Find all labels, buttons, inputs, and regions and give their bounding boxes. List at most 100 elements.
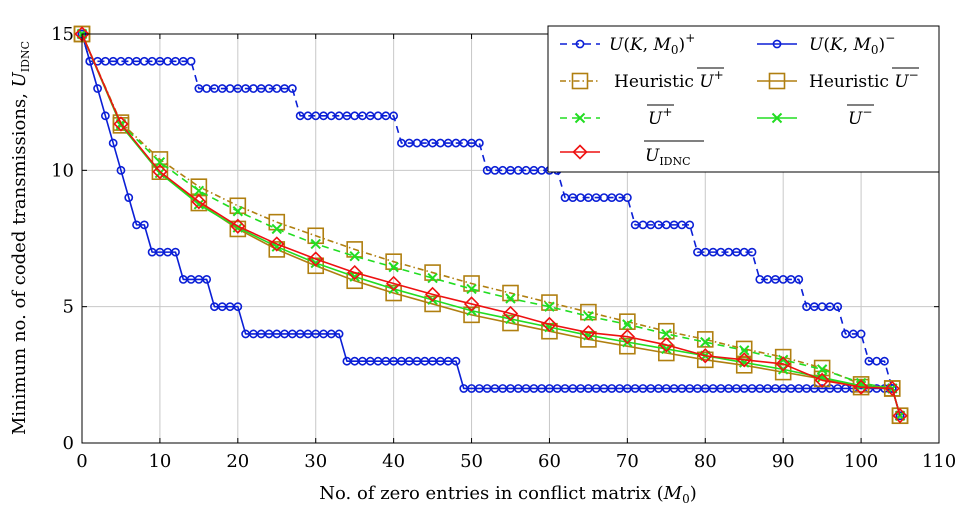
data-point-heur-plus <box>502 284 519 302</box>
x-tick-label: 100 <box>844 451 878 472</box>
y-tick-label: 10 <box>51 160 74 181</box>
data-point-u-idnc <box>502 305 519 322</box>
data-point-u-bar-plus <box>816 364 828 375</box>
data-point-heur-minus <box>696 351 714 369</box>
data-point-heur-minus <box>735 356 753 374</box>
data-point-u-idnc <box>775 356 791 372</box>
x-tick-label: 90 <box>772 451 795 472</box>
y-axis-label-sub: IDNC <box>19 41 32 72</box>
data-point-heur-minus <box>619 337 636 355</box>
x-tick-label: 70 <box>616 451 639 472</box>
data-point-u-minus <box>116 165 126 175</box>
x-tick-label: 80 <box>694 451 717 472</box>
data-point-u-bar-plus <box>505 293 516 304</box>
y-axis-label: Minimum no. of coded transmissions, UIDN… <box>9 41 32 435</box>
x-tick-label: 20 <box>226 451 249 472</box>
data-point-u-minus <box>895 411 905 421</box>
legend-sample-heur-plus <box>560 72 600 90</box>
legend: U(K, M0)+ U(K, M0)− Heuristic U+ Heurist… <box>547 25 940 173</box>
y-tick-label: 15 <box>51 24 74 45</box>
plot-frame <box>81 33 940 444</box>
series-line-heur-plus <box>81 33 901 416</box>
data-point-u-idnc <box>853 379 869 395</box>
series-u-plus <box>77 29 905 421</box>
data-point-u-bar-plus <box>700 336 711 348</box>
data-point-u-bar-plus <box>388 261 399 273</box>
data-point-u-plus <box>287 84 297 93</box>
x-tick-label: 60 <box>538 451 561 472</box>
x-axis-label-main: No. of zero entries in conflict matrix ( <box>319 483 663 504</box>
legend-sample-marker <box>768 72 786 90</box>
data-point-u-minus <box>202 274 212 284</box>
data-point-heur-plus <box>696 331 714 348</box>
x-tick-label: 0 <box>76 451 87 472</box>
legend-label-u-idnc: UIDNC <box>645 146 691 168</box>
data-point-u-minus <box>233 302 243 312</box>
data-point-heur-plus <box>424 264 441 281</box>
data-point-u-idnc <box>424 286 441 303</box>
data-point-u-plus <box>685 220 695 230</box>
data-point-u-minus <box>124 193 134 202</box>
series-layer <box>73 25 909 425</box>
data-point-u-idnc <box>386 275 402 292</box>
legend-label-heuristic-minus: Heuristic U− <box>809 68 919 92</box>
data-point-heur-minus <box>385 284 402 302</box>
data-point-heur-plus <box>735 340 753 358</box>
data-point-u-bar-plus <box>466 283 477 295</box>
legend-sample-u-idnc <box>560 144 600 160</box>
x-axis-label-sub: 0 <box>682 492 690 506</box>
legend-sample-u-minus <box>757 39 797 49</box>
data-point-heur-minus <box>463 306 480 324</box>
legend-label-u-bar-minus: U− <box>848 105 872 129</box>
x-tick-label: 110 <box>922 451 956 472</box>
data-point-heur-plus <box>151 151 169 168</box>
series-u-minus <box>77 29 905 421</box>
data-point-u-plus <box>622 193 632 202</box>
legend-sample-marker <box>771 112 783 124</box>
data-point-u-idnc <box>697 348 713 364</box>
data-point-u-bar-plus <box>310 238 321 250</box>
data-point-heur-plus <box>385 253 402 270</box>
data-point-u-minus <box>451 356 461 366</box>
data-point-u-idnc <box>619 329 635 345</box>
legend-sample-marker <box>574 112 586 124</box>
data-point-u-minus <box>171 247 180 257</box>
data-point-u-bar-plus <box>427 272 438 284</box>
x-tick-label: 30 <box>304 451 327 472</box>
legend-samples <box>560 39 797 160</box>
data-point-heur-plus <box>229 197 247 215</box>
legend-sample-marker <box>772 39 782 49</box>
data-point-u-idnc <box>884 380 900 397</box>
data-point-heur-plus <box>541 294 558 311</box>
data-point-u-idnc <box>463 296 480 312</box>
legend-sample-u-plus <box>560 39 600 49</box>
data-point-u-idnc <box>892 408 908 424</box>
data-point-u-plus <box>474 138 484 148</box>
y-axis-label-main: Minimum no. of coded transmissions, <box>9 87 30 435</box>
data-point-u-bar-minus <box>193 199 205 210</box>
x-tick-label: 10 <box>148 451 171 472</box>
data-point-u-bar-plus <box>544 301 555 312</box>
x-axis-label: No. of zero entries in conflict matrix (… <box>319 483 696 506</box>
data-point-u-plus <box>880 356 889 366</box>
y-tick-label: 5 <box>63 297 74 318</box>
legend-label-u-minus: U(K, M0)− <box>809 31 895 57</box>
data-point-u-minus <box>139 220 149 230</box>
legend-sample-marker <box>571 72 589 90</box>
legend-sample-u-bar-minus <box>757 112 797 124</box>
x-tick-label: 50 <box>460 451 483 472</box>
data-point-u-idnc <box>347 264 363 281</box>
legend-label-u-plus: U(K, M0)+ <box>609 31 695 57</box>
data-point-u-bar-minus <box>271 241 282 252</box>
y-axis-label-var: U <box>9 71 30 87</box>
data-point-u-minus <box>334 329 344 339</box>
x-axis-label-close: ) <box>690 483 697 504</box>
data-point-u-plus <box>833 302 843 312</box>
data-point-u-idnc <box>580 324 597 341</box>
data-point-heur-plus <box>463 275 480 292</box>
legend-box <box>547 25 940 173</box>
data-point-u-idnc <box>658 337 674 353</box>
ticks: 0 10 20 30 40 50 60 70 80 90 100 110 0 5 10 15 <box>51 24 956 472</box>
data-point-u-bar-plus <box>622 319 633 330</box>
data-point-u-idnc <box>113 116 129 132</box>
